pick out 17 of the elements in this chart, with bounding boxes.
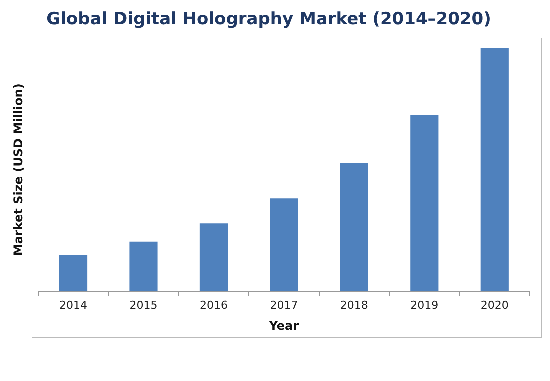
x-tick-label: 2016	[200, 298, 228, 312]
y-axis-title: Market Size (USD Million)	[11, 84, 26, 256]
bar	[270, 198, 298, 292]
bar	[480, 48, 509, 292]
x-tick-label: 2020	[480, 298, 509, 312]
bar	[59, 255, 88, 292]
bar	[340, 163, 368, 292]
bar	[410, 114, 439, 292]
x-tick-label: 2019	[410, 298, 439, 312]
x-axis-title: Year	[268, 318, 300, 333]
x-tick-label: 2017	[270, 298, 298, 312]
bar	[130, 242, 158, 292]
x-tick-label: 2015	[130, 298, 158, 312]
x-tick-label: 2014	[60, 298, 88, 312]
bar	[200, 224, 228, 292]
chart-title: Global Digital Holography Market (2014–2020)	[46, 10, 492, 30]
x-tick-label: 2018	[340, 298, 368, 312]
